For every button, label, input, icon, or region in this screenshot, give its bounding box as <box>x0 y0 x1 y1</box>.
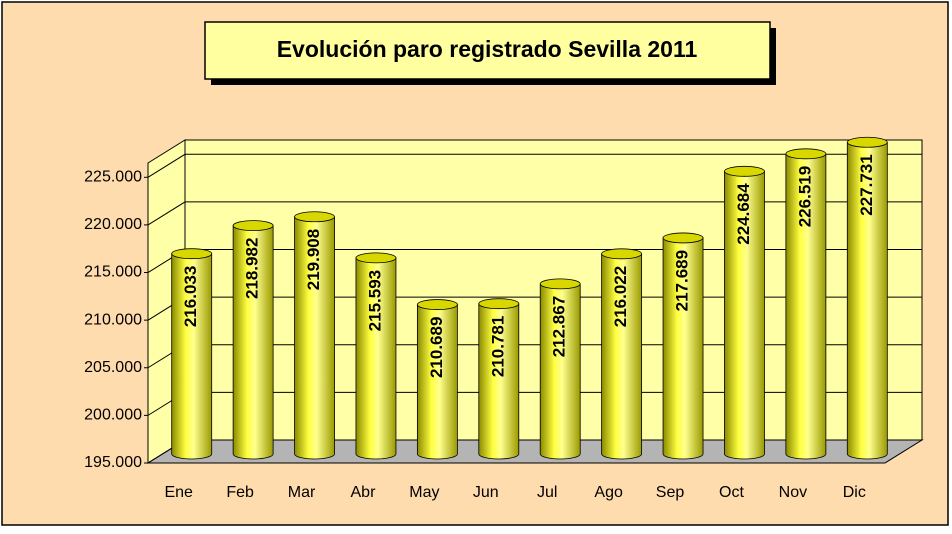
grid-line <box>147 153 922 178</box>
value-label: 216.033 <box>181 266 200 327</box>
x-tick-label: Jun <box>473 484 499 501</box>
bar-top <box>171 248 213 260</box>
value-label: 218.982 <box>243 238 262 299</box>
bar-body <box>724 170 765 460</box>
x-tick-label: Ene <box>164 484 193 501</box>
value-label: 215.593 <box>365 270 384 331</box>
bar-top <box>785 148 827 160</box>
bar-top <box>724 165 765 177</box>
bar <box>662 232 704 460</box>
x-tick-label: Nov <box>779 484 807 501</box>
bar <box>785 148 827 460</box>
value-label: 210.781 <box>488 316 507 377</box>
bar-body <box>355 257 397 460</box>
x-tick-label: Oct <box>719 484 744 501</box>
bar-body <box>171 253 213 460</box>
y-tick-label: 205.000 <box>84 359 142 376</box>
bar-body <box>539 283 581 460</box>
bar-body <box>416 304 458 460</box>
bar <box>539 278 581 460</box>
x-tick-label: May <box>409 484 439 501</box>
value-label: 210.689 <box>427 317 446 378</box>
bar <box>294 211 335 460</box>
bar-body <box>601 253 643 460</box>
bar-top <box>416 299 458 310</box>
y-tick-label: 225.000 <box>84 169 142 186</box>
value-label: 224.684 <box>734 183 753 245</box>
title-box <box>204 21 771 80</box>
bar-top <box>355 252 397 264</box>
y-tick-label: 210.000 <box>84 311 142 328</box>
bar-top <box>662 232 704 244</box>
bar-top <box>601 248 643 260</box>
x-tick-label: Feb <box>226 484 254 501</box>
bar <box>478 298 520 460</box>
bar-body <box>662 237 704 460</box>
bar-body <box>294 216 335 460</box>
bar-top <box>232 220 274 232</box>
bar-top <box>478 298 520 310</box>
y-tick-label: 200.000 <box>84 407 142 424</box>
x-tick-label: Sep <box>656 484 685 501</box>
x-tick-label: Dic <box>843 484 866 501</box>
chart-title: Evolución paro registrado Sevilla 2011 <box>277 36 698 62</box>
bar <box>355 252 397 460</box>
bar-body <box>846 141 888 460</box>
bar-top <box>846 136 888 148</box>
bar-body <box>232 225 274 460</box>
y-tick-label: 215.000 <box>84 264 142 281</box>
bar <box>601 248 643 460</box>
bar <box>416 299 458 460</box>
bar <box>171 248 213 460</box>
x-tick-label: Jul <box>537 484 557 501</box>
value-label: 217.689 <box>673 250 692 311</box>
bar <box>724 165 765 460</box>
y-tick-label: 195.000 <box>84 454 142 471</box>
value-label: 212.867 <box>550 296 569 357</box>
x-tick-label: Mar <box>288 484 316 501</box>
bar-body <box>785 153 827 460</box>
bar-body <box>478 303 520 460</box>
value-label: 227.731 <box>857 154 876 215</box>
y-tick-label: 220.000 <box>84 216 142 233</box>
x-tick-label: Abr <box>351 484 377 501</box>
bar <box>232 220 274 460</box>
value-label: 226.519 <box>795 166 814 227</box>
bar-top <box>539 278 581 290</box>
x-tick-label: Ago <box>594 484 623 501</box>
bar <box>846 136 888 460</box>
grid-line <box>147 201 922 226</box>
value-label: 216.022 <box>611 266 630 327</box>
bar-top <box>294 211 335 223</box>
value-label: 219.908 <box>304 229 323 290</box>
